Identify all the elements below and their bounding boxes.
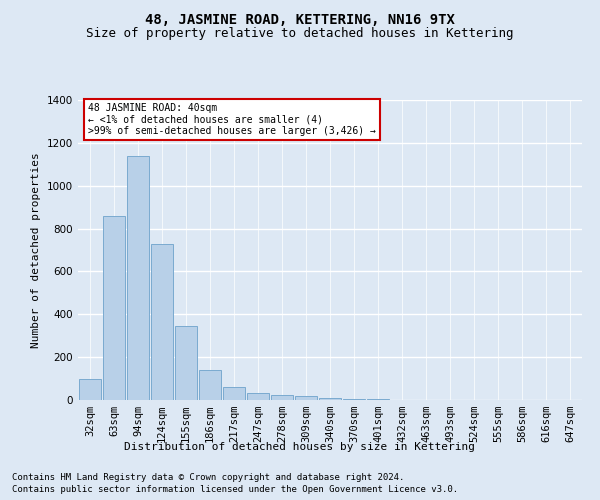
Bar [127,156,149,400]
Bar [175,326,197,400]
Bar [103,216,125,400]
Bar [247,392,269,400]
Text: 48 JASMINE ROAD: 40sqm
← <1% of detached houses are smaller (4)
>99% of semi-det: 48 JASMINE ROAD: 40sqm ← <1% of detached… [88,103,376,136]
Bar [79,378,101,400]
Bar [319,398,341,400]
Text: 48, JASMINE ROAD, KETTERING, NN16 9TX: 48, JASMINE ROAD, KETTERING, NN16 9TX [145,12,455,26]
Y-axis label: Number of detached properties: Number of detached properties [31,152,41,348]
Text: Distribution of detached houses by size in Kettering: Distribution of detached houses by size … [125,442,476,452]
Text: Contains public sector information licensed under the Open Government Licence v3: Contains public sector information licen… [12,485,458,494]
Text: Contains HM Land Registry data © Crown copyright and database right 2024.: Contains HM Land Registry data © Crown c… [12,472,404,482]
Bar [271,394,293,400]
Bar [199,370,221,400]
Bar [295,396,317,400]
Bar [343,399,365,400]
Bar [223,387,245,400]
Text: Size of property relative to detached houses in Kettering: Size of property relative to detached ho… [86,28,514,40]
Bar [151,244,173,400]
